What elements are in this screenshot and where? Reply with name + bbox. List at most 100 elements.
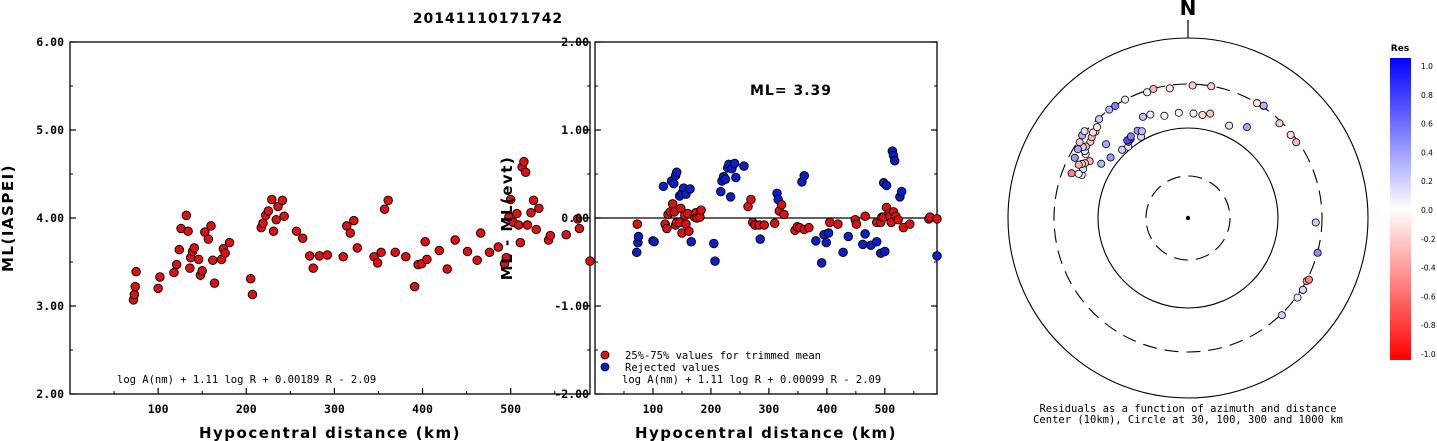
accepted-point (932, 214, 942, 224)
rejected-point (716, 186, 726, 197)
accepted-point (851, 219, 862, 229)
plot1-xtick-label: 200 (236, 402, 257, 416)
ml-point (174, 244, 185, 255)
ml-point (267, 194, 277, 205)
ml-point (512, 208, 522, 219)
residual-point (1106, 153, 1115, 162)
residual-point (1074, 160, 1083, 169)
residual-point (1137, 127, 1146, 136)
rejected-point (858, 239, 868, 250)
rejected-point (731, 172, 741, 183)
ml-point (585, 256, 595, 266)
rejected-point (932, 251, 942, 261)
plot2-xtick-label: 100 (643, 402, 664, 416)
ml-point (383, 195, 393, 206)
ml-point (484, 247, 495, 258)
rejected-point (896, 186, 907, 197)
residual-point (1121, 95, 1130, 104)
accepted-point (893, 215, 903, 225)
ml-point (277, 195, 288, 206)
plot1-ytick-label: 5.00 (36, 123, 64, 137)
rejected-point (816, 258, 827, 268)
rejected-point (649, 237, 659, 247)
ml-point (153, 283, 163, 294)
accepted-point (860, 211, 870, 221)
circle-300km (1053, 83, 1323, 353)
rejected-point (880, 246, 890, 257)
residual-point (1311, 218, 1320, 227)
ml-point (345, 228, 356, 238)
residual-point (1165, 84, 1174, 93)
rejected-point (755, 234, 765, 244)
ml-point (185, 263, 195, 273)
rejected-point (631, 247, 642, 258)
colorbar-tick-label: -0.4 (1421, 264, 1436, 273)
colorbar-tick-label: 0.8 (1421, 91, 1433, 100)
plot1-xtick-label: 300 (324, 402, 345, 416)
residual-point (1253, 99, 1262, 108)
residual-point (1089, 128, 1098, 137)
colorbar-tick-label: 0.4 (1421, 148, 1433, 157)
ml-point (181, 210, 192, 221)
ml-point (522, 220, 533, 230)
ml-point (534, 203, 544, 214)
colorbar-tick-label: -0.2 (1421, 235, 1436, 244)
plot1-xtick-label: 500 (500, 402, 521, 416)
residual-point (1292, 138, 1301, 147)
panel-azimuth-residuals: N Residuals as a function of azimuth and… (1007, 0, 1369, 426)
polar-points (1067, 81, 1322, 320)
ml-point (390, 247, 400, 258)
colorbar-gradient (1390, 58, 1411, 360)
rejected-point (725, 192, 736, 202)
residual-point (1313, 248, 1322, 257)
accepted-point (905, 219, 915, 229)
legend-accepted-label: 25%-75% values for trimmed mean (625, 350, 821, 362)
ml-point (545, 230, 556, 241)
ml-point (263, 206, 274, 216)
ml-point (322, 250, 333, 260)
rejected-point (811, 236, 821, 246)
colorbar-tick-label: 1.0 (1421, 62, 1433, 71)
ml-point (352, 243, 363, 253)
accepted-point (769, 218, 780, 229)
residual-point (1143, 88, 1152, 97)
legend-accepted-marker (600, 350, 610, 360)
circle-100km (1097, 127, 1279, 309)
residual-point (1095, 115, 1104, 124)
residual-point (1093, 123, 1102, 132)
rejected-point (823, 228, 834, 238)
residual-point (1070, 153, 1079, 162)
ml-point (220, 248, 230, 258)
ml-point (203, 234, 214, 244)
plot2-xtick-label: 200 (701, 402, 722, 416)
accepted-point (662, 223, 672, 234)
legend-rejected-marker (600, 362, 610, 372)
rejected-point (685, 184, 695, 194)
ml-point (434, 245, 445, 256)
residual-point (1275, 119, 1284, 128)
plot2-ytick-label: 2.00 (561, 35, 589, 49)
ml-point (372, 258, 383, 268)
accepted-point (825, 217, 835, 228)
colorbar-tick-label: -1.0 (1421, 350, 1436, 359)
residual-point (1067, 169, 1076, 178)
residual-point (1207, 82, 1216, 91)
rejected-point (821, 237, 832, 248)
residual-point (1286, 130, 1295, 139)
ml-point (271, 215, 281, 225)
ml-point (193, 254, 204, 265)
residual-point (1198, 110, 1207, 119)
legend-rejected-label: Rejected values (625, 362, 720, 374)
ml-point (561, 229, 571, 240)
ml-point (472, 255, 482, 265)
plot2-ytick-label: -2.00 (554, 387, 589, 401)
ml-point (291, 226, 302, 236)
ml-point (379, 204, 390, 214)
residual-point (1111, 101, 1120, 110)
residual-colorbar: Res 1.0 0.8 0.6 0.4 0.2 0.0 -0.2 -0.4 -0.6 -0.8 -1… (1390, 44, 1436, 360)
plot2-points (631, 146, 942, 268)
plot1-xlabel: Hypocentral distance (km) (199, 424, 461, 441)
residual-point (1073, 145, 1082, 154)
plot1-formula: log A(nm) + 1.11 log R + 0.00189 R - 2.0… (117, 374, 376, 386)
ml-value-label: ML= 3.39 (750, 83, 832, 99)
